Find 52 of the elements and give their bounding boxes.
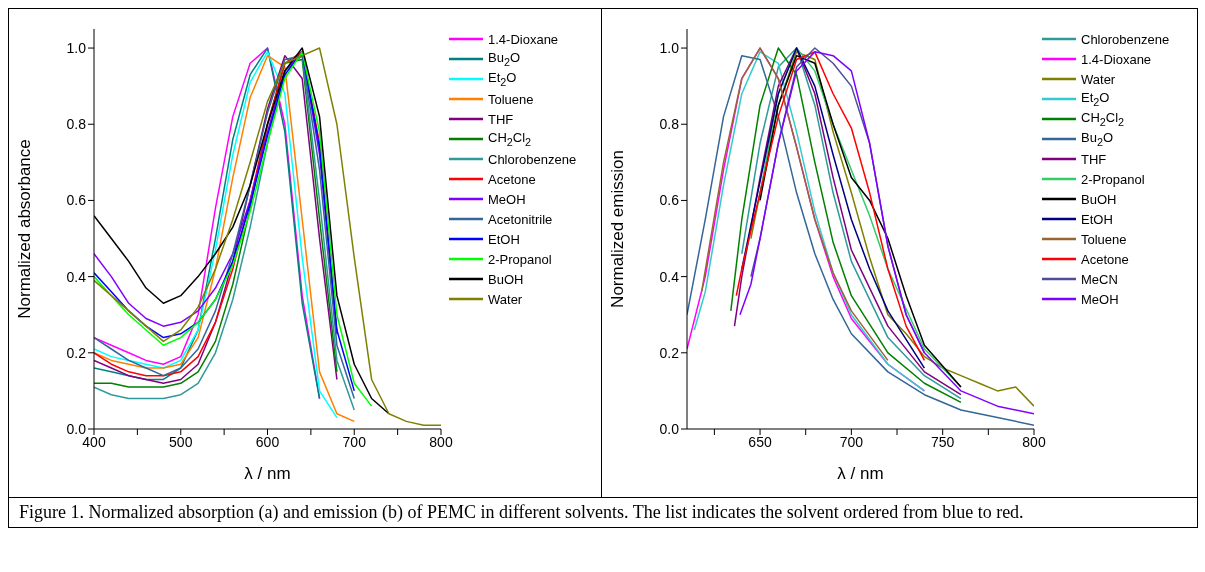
- legend-label: MeCN: [1081, 271, 1118, 287]
- x-tick-label: 800: [1022, 433, 1046, 450]
- legend-label: THF: [1081, 151, 1107, 167]
- legend-label: Bu$_{2}$O: [488, 50, 521, 68]
- x-tick-label: 650: [748, 433, 772, 450]
- legend-label: Acetone: [488, 171, 536, 187]
- x-axis-title: λ / nm: [244, 464, 291, 483]
- x-tick-label: 600: [255, 433, 280, 450]
- legend-label: 1.4-Dioxane: [1081, 51, 1152, 67]
- legend-label: Chlorobenzene: [488, 151, 577, 167]
- legend-label: Chlorobenzene: [1081, 31, 1170, 47]
- y-tick-label: 0.6: [659, 192, 680, 209]
- legend-label: Toluene: [1081, 231, 1127, 247]
- legend-label: Bu$_{2}$O: [1081, 130, 1114, 148]
- x-tick-label: 750: [931, 433, 955, 450]
- legend-label: THF: [488, 111, 514, 127]
- legend-label: Acetonitrile: [488, 211, 553, 227]
- y-tick-label: 1.0: [659, 40, 680, 57]
- y-tick-label: 0.2: [659, 344, 680, 361]
- y-tick-label: 0.8: [659, 116, 680, 133]
- legend-label: Et$_{2}$O: [488, 70, 517, 88]
- y-tick-label: 0.8: [66, 116, 87, 133]
- x-tick-label: 700: [342, 433, 367, 450]
- y-tick-label: 0.2: [66, 344, 87, 361]
- x-tick-label: 500: [169, 433, 193, 450]
- y-axis-title: Normalized absorbance: [15, 139, 35, 319]
- y-tick-label: 0.6: [66, 192, 87, 209]
- legend-label: BuOH: [488, 271, 524, 287]
- x-axis-title: λ / nm: [837, 464, 884, 483]
- y-tick-label: 0.4: [659, 268, 680, 285]
- legend-label: MeOH: [1081, 291, 1119, 307]
- x-tick-label: 800: [429, 433, 453, 450]
- legend-label: BuOH: [1081, 191, 1117, 207]
- legend-label: MeOH: [488, 191, 526, 207]
- x-tick-label: 700: [839, 433, 864, 450]
- legend-label: 1.4-Dioxane: [488, 31, 559, 47]
- legend-label: EtOH: [488, 231, 520, 247]
- y-tick-label: 0.0: [659, 420, 680, 437]
- legend-label: Et$_{2}$O: [1081, 90, 1110, 108]
- legend-label: CH$_{2}$Cl$_{2}$: [1081, 110, 1125, 128]
- y-tick-label: 0.4: [66, 268, 87, 285]
- legend-label: CH$_{2}$Cl$_{2}$: [488, 130, 532, 148]
- legend-label: 2-Propanol: [1081, 171, 1145, 187]
- caption: Figure 1. Normalized absorption (a) and emission (b) of PEMC in different solvents. The list indicates the solvent ordered from blue to red.: [18, 501, 1025, 524]
- legend-label: Toluene: [488, 91, 534, 107]
- legend-label: Acetone: [1081, 251, 1129, 267]
- legend-label: EtOH: [1081, 211, 1113, 227]
- y-tick-label: 1.0: [66, 40, 87, 57]
- y-axis-title: Normalized emission: [608, 150, 628, 308]
- legend-label: Water: [1081, 71, 1116, 87]
- legend-label: Water: [488, 291, 523, 307]
- legend-label: 2-Propanol: [488, 251, 552, 267]
